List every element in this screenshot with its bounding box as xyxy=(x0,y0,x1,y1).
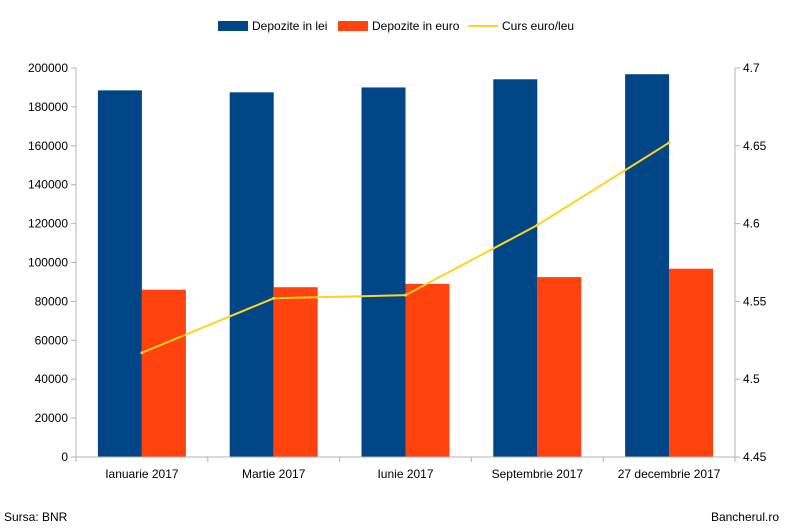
x-tick-label-2: Iunie 2017 xyxy=(377,467,433,481)
point-curs-1 xyxy=(272,296,276,300)
point-curs-4 xyxy=(667,141,671,145)
x-tick-label-3: Septembrie 2017 xyxy=(492,467,584,481)
legend-swatch-lei xyxy=(218,21,248,31)
point-curs-3 xyxy=(535,223,539,227)
y-right-tick-label-5: 4.7 xyxy=(743,61,760,75)
y-right-tick-label-2: 4.55 xyxy=(743,294,767,308)
x-tick-label-1: Martie 2017 xyxy=(242,467,306,481)
bar-lei-1 xyxy=(229,92,274,457)
point-curs-0 xyxy=(140,351,144,355)
point-curs-2 xyxy=(404,293,407,297)
bar-lei-0 xyxy=(97,90,142,458)
y-left-tick-label-1: 20000 xyxy=(35,411,69,425)
legend-label-euro: Depozite in euro xyxy=(372,19,460,33)
y-left-tick-label-5: 100000 xyxy=(28,256,68,270)
legend-swatch-euro xyxy=(338,21,368,31)
legend-label-lei: Depozite in lei xyxy=(252,19,328,33)
y-right-tick-label-4: 4.65 xyxy=(743,139,767,153)
legend-item-euro: Depozite in euro xyxy=(338,19,459,33)
legend-item-curs: Curs euro/leu xyxy=(468,19,574,33)
chart-legend: Depozite in lei Depozite in euro Curs eu… xyxy=(0,19,789,37)
brand-label: Bancherul.ro xyxy=(710,510,779,524)
legend-item-lei: Depozite in lei xyxy=(218,19,327,33)
y-right-tick-label-1: 4.5 xyxy=(743,372,760,386)
legend-swatch-curs xyxy=(468,25,498,27)
y-left-tick-label-2: 40000 xyxy=(35,372,69,386)
y-left-tick-label-10: 200000 xyxy=(28,61,68,75)
y-left-tick-label-4: 80000 xyxy=(35,294,69,308)
bar-lei-2 xyxy=(361,87,406,457)
y-left-tick-label-6: 120000 xyxy=(28,217,68,231)
y-left-tick-label-7: 140000 xyxy=(28,178,68,192)
x-tick-label-0: Ianuarie 2017 xyxy=(105,467,179,481)
y-left-tick-label-8: 160000 xyxy=(28,139,68,153)
bar-euro-0 xyxy=(141,289,186,457)
bar-euro-3 xyxy=(537,277,582,457)
y-left-tick-label-3: 60000 xyxy=(35,333,69,347)
y-left-tick-label-9: 180000 xyxy=(28,100,68,114)
source-note: Sursa: BNR xyxy=(4,510,68,524)
bar-euro-1 xyxy=(273,287,318,457)
y-right-tick-label-3: 4.6 xyxy=(743,217,760,231)
bar-euro-2 xyxy=(405,283,450,457)
y-right-tick-label-0: 4.45 xyxy=(743,450,767,464)
bar-lei-3 xyxy=(493,79,538,457)
x-tick-label-4: 27 decembrie 2017 xyxy=(618,467,721,481)
bar-lei-4 xyxy=(625,74,670,457)
legend-label-curs: Curs euro/leu xyxy=(502,19,575,33)
bar-euro-4 xyxy=(669,268,714,457)
y-left-tick-label-0: 0 xyxy=(61,450,68,464)
